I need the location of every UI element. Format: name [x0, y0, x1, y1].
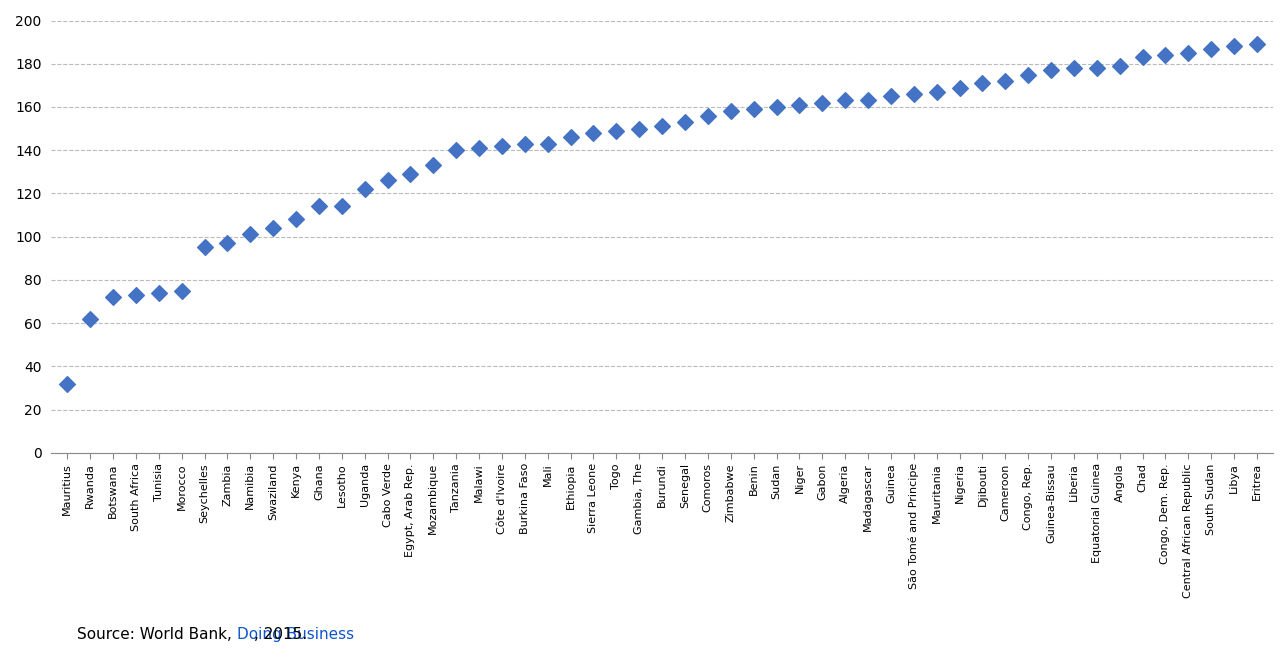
Point — [858, 95, 878, 106]
Point — [492, 141, 513, 151]
Point — [972, 78, 993, 89]
Point — [652, 121, 672, 132]
Point — [1041, 65, 1061, 75]
Point — [720, 106, 741, 117]
Point — [903, 89, 923, 99]
Point — [1200, 43, 1221, 54]
Point — [218, 238, 238, 248]
Point — [1064, 63, 1084, 73]
Point — [422, 160, 443, 170]
Point — [560, 132, 581, 143]
Point — [80, 314, 100, 324]
Point — [1132, 52, 1153, 63]
Point — [1179, 47, 1199, 58]
Point — [57, 378, 77, 389]
Point — [469, 143, 489, 153]
Point — [1155, 50, 1176, 61]
Point — [148, 288, 169, 298]
Text: , 2015.: , 2015. — [254, 627, 307, 643]
Point — [377, 175, 398, 186]
Text: Source: World Bank,: Source: World Bank, — [77, 627, 237, 643]
Point — [1087, 63, 1108, 73]
Point — [514, 139, 535, 149]
Point — [286, 214, 307, 224]
Point — [675, 117, 696, 127]
Point — [607, 125, 627, 136]
Point — [766, 102, 787, 113]
Point — [1247, 39, 1267, 49]
Point — [194, 242, 215, 253]
Point — [354, 184, 375, 194]
Point — [949, 82, 970, 93]
Point — [743, 104, 764, 115]
Point — [171, 285, 192, 296]
Point — [537, 139, 558, 149]
Point — [263, 222, 283, 233]
Text: Doing Business: Doing Business — [237, 627, 354, 643]
Point — [698, 111, 719, 121]
Point — [629, 123, 649, 134]
Point — [240, 229, 260, 240]
Point — [811, 97, 832, 108]
Point — [401, 168, 421, 179]
Point — [583, 128, 604, 139]
Point — [926, 87, 947, 97]
Point — [881, 91, 902, 101]
Point — [446, 145, 466, 156]
Point — [331, 201, 352, 212]
Point — [309, 201, 330, 212]
Point — [125, 290, 146, 300]
Point — [1109, 61, 1130, 71]
Point — [1018, 69, 1038, 80]
Point — [790, 99, 810, 110]
Point — [835, 95, 855, 106]
Point — [103, 292, 124, 302]
Point — [1224, 41, 1244, 52]
Point — [996, 76, 1016, 87]
